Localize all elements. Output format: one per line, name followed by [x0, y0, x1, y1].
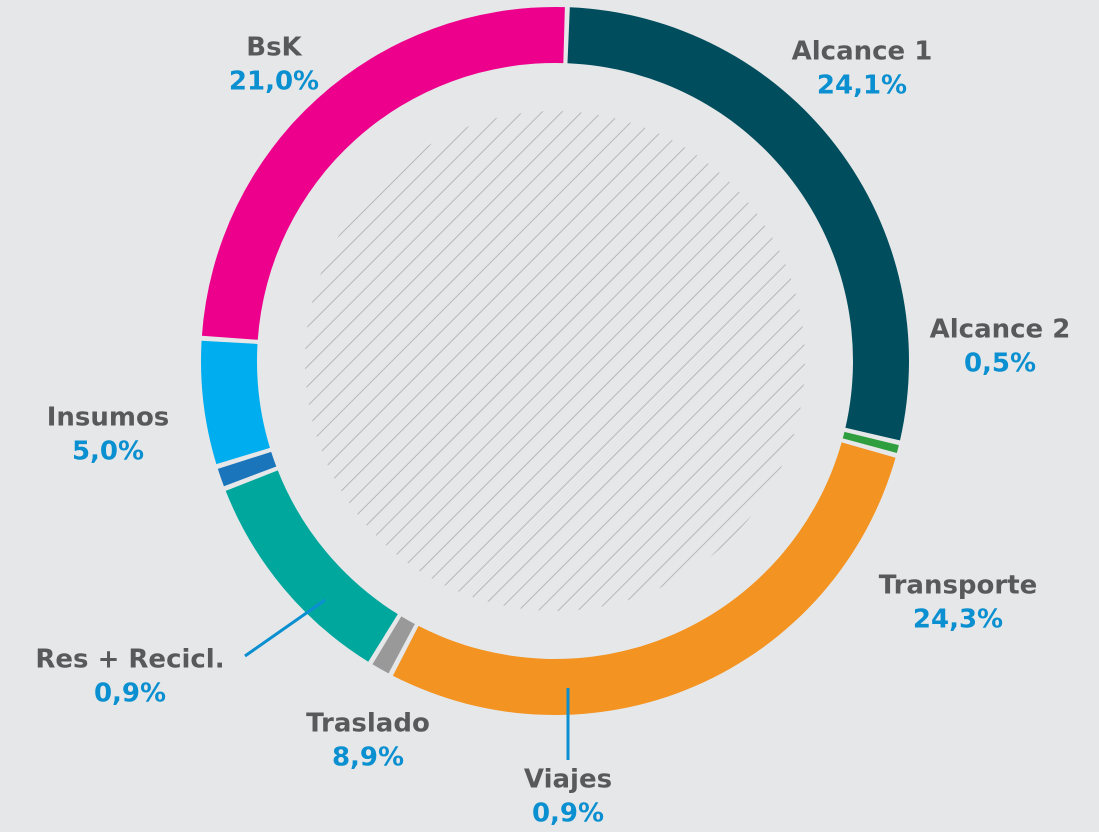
category-label: Transporte — [879, 571, 1038, 601]
value-label: 24,3% — [913, 605, 1003, 635]
value-label: 21,0% — [229, 67, 319, 97]
category-label: BsK — [246, 33, 302, 63]
value-label: 24,1% — [817, 71, 907, 101]
donut-segment — [225, 470, 398, 662]
value-label: 0,5% — [964, 349, 1036, 379]
category-label: Res + Recicl. — [35, 645, 224, 675]
value-label: 0,9% — [532, 799, 604, 829]
category-label: Alcance 1 — [792, 37, 933, 67]
donut-segment — [392, 442, 896, 715]
donut-segment — [372, 616, 415, 674]
donut-segment — [842, 431, 899, 453]
donut-segment — [567, 7, 909, 441]
donut-segment — [217, 451, 277, 487]
category-label: Viajes — [524, 765, 612, 795]
leader-line — [244, 598, 326, 658]
hatched-center — [305, 111, 805, 611]
donut-segment — [201, 340, 270, 465]
value-label: 5,0% — [72, 437, 144, 467]
category-label: Alcance 2 — [930, 315, 1071, 345]
value-label: 0,9% — [94, 679, 166, 709]
donut-segment — [201, 6, 565, 340]
category-label: Insumos — [47, 403, 170, 433]
category-label: Traslado — [306, 709, 430, 739]
value-label: 8,9% — [332, 743, 404, 773]
